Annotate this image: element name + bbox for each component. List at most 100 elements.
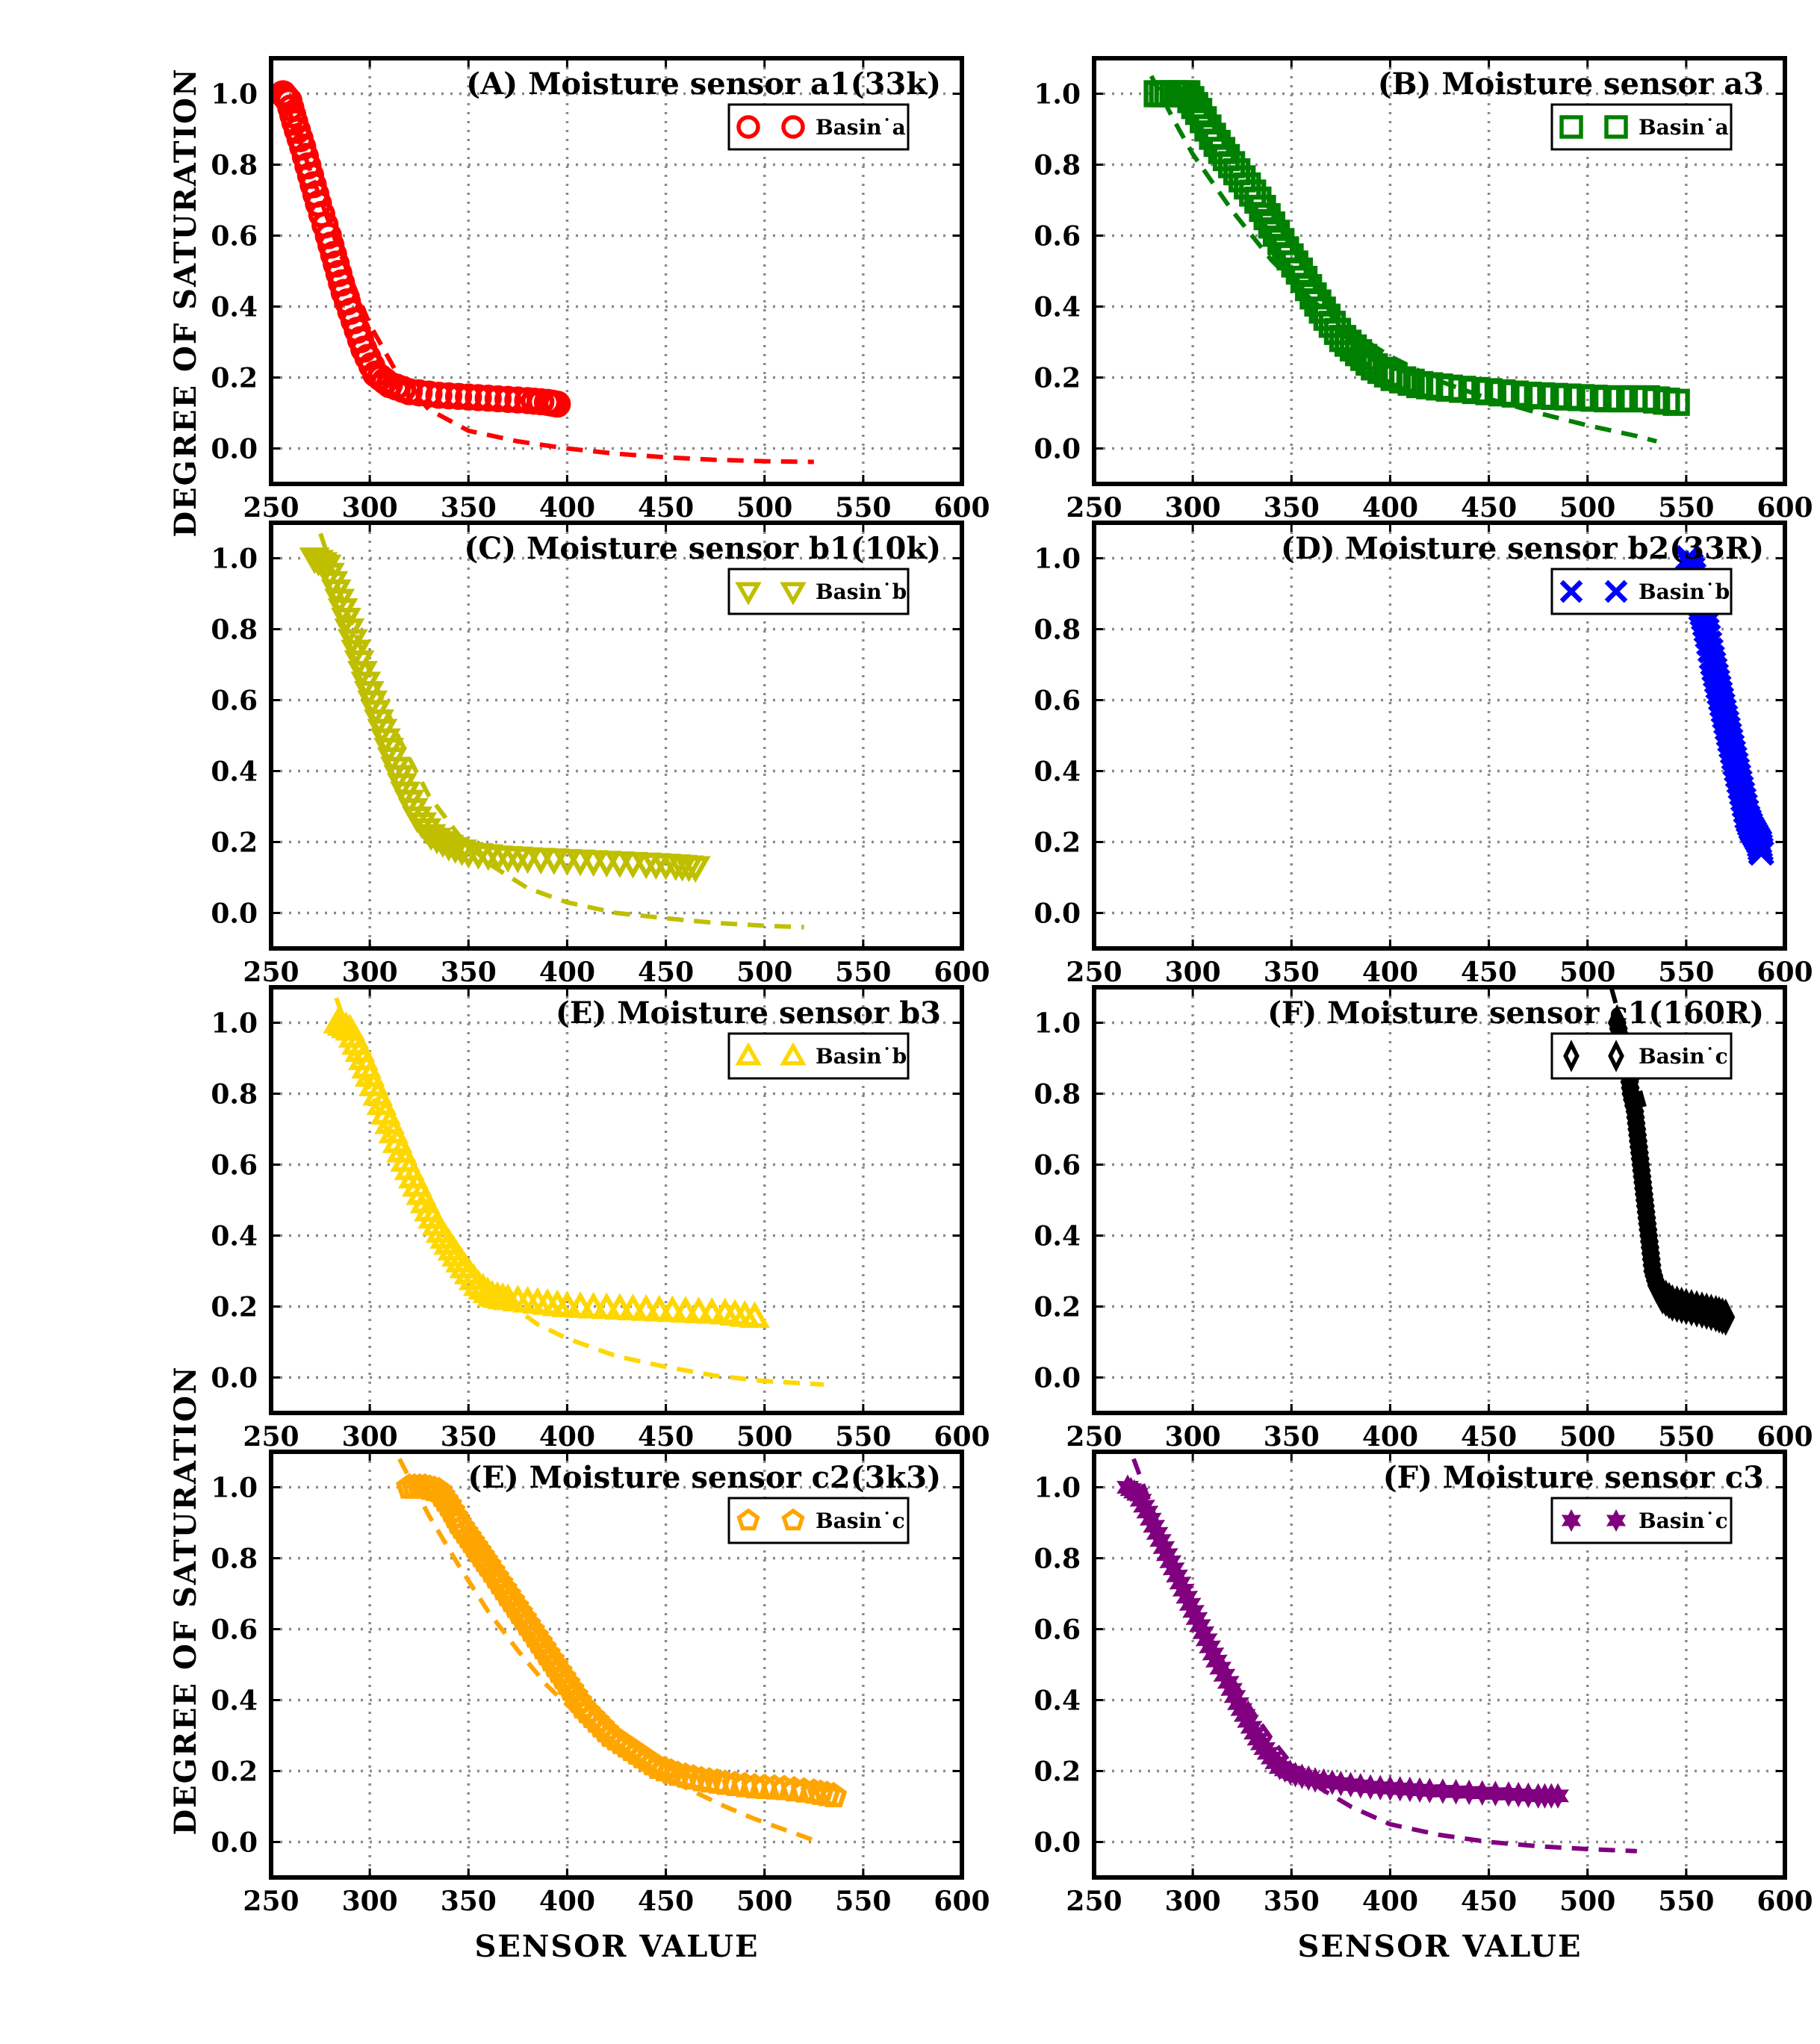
y-tick-label: 0.8 (1034, 150, 1081, 181)
x-tick-label: 250 (243, 1886, 299, 1917)
data-point (1677, 1287, 1696, 1326)
legend: Basin˙c (1550, 1032, 1733, 1080)
x-tick-label: 450 (638, 1886, 694, 1917)
x-tick-label: 300 (1165, 492, 1221, 524)
y-tick-label: 0.0 (1034, 1363, 1081, 1394)
y-tick-label: 0.0 (1034, 1827, 1081, 1859)
y-tick-label: 0.4 (211, 1221, 258, 1252)
axes-frame (1092, 56, 1787, 486)
legend-marker (1604, 115, 1628, 139)
x-tick-label: 300 (342, 957, 398, 988)
y-tick-label: 0.0 (211, 898, 258, 930)
x-tick-label: 500 (736, 1886, 792, 1917)
fit-curve (397, 1458, 815, 1842)
y-tick-label: 1.0 (211, 1473, 258, 1504)
subplot-title: (F) Moisture sensor c1(160R) (1267, 995, 1764, 1031)
data-point (544, 390, 571, 418)
x-tick-label: 350 (441, 1421, 497, 1453)
y-tick-label: 0.6 (1034, 221, 1081, 252)
x-tick-label: 600 (934, 1421, 990, 1453)
y-tick-label: 0.2 (1034, 363, 1081, 394)
y-tick-label: 0.0 (211, 1827, 258, 1859)
y-tick-label: 1.0 (1034, 1473, 1081, 1504)
x-tick-label: 500 (736, 957, 792, 988)
legend-marker (1561, 1509, 1582, 1532)
y-tick-label: 0.4 (1034, 292, 1081, 323)
subplot-title: (C) Moisture sensor b1(10k) (464, 531, 941, 566)
data-point (771, 1774, 798, 1801)
x-tick-label: 600 (934, 492, 990, 524)
x-tick-label: 450 (638, 957, 694, 988)
axes-frame (269, 521, 964, 951)
legend-label: Basin˙c (816, 1509, 905, 1533)
fit-curve (318, 532, 804, 930)
legend-marker (781, 1508, 805, 1531)
y-tick-label: 0.2 (211, 1292, 258, 1323)
x-tick-label: 600 (1757, 1886, 1813, 1917)
subplot-title: (F) Moisture sensor c3 (1383, 1460, 1764, 1495)
y-tick-label: 0.6 (211, 1615, 258, 1646)
legend-marker (736, 1508, 760, 1531)
data-point (780, 1775, 808, 1802)
legend-box (727, 568, 910, 615)
legend-label: Basin˙b (816, 580, 907, 604)
x-tick-label: 350 (441, 957, 497, 988)
y-tick-label: 0.2 (211, 363, 258, 394)
x-tick-label: 600 (1757, 957, 1813, 988)
x-tick-label: 300 (342, 492, 398, 524)
y-tick-label: 1.0 (1034, 1008, 1081, 1040)
legend: Basin˙b (727, 1032, 910, 1080)
plot-area (1116, 1458, 1637, 1854)
data-point (1389, 366, 1417, 394)
y-axis-label-bottom: DEGREE OF SATURATION (168, 1365, 203, 1835)
x-tick-label: 400 (1362, 1421, 1418, 1453)
y-tick-label: 0.2 (211, 827, 258, 859)
data-point (1712, 1297, 1732, 1335)
x-axis-label-left: SENSOR VALUE (474, 1929, 759, 1964)
x-tick-label: 500 (1559, 1886, 1615, 1917)
y-tick-label: 1.0 (1034, 544, 1081, 575)
legend-label: Basin˙a (816, 115, 906, 140)
x-tick-label: 600 (934, 1886, 990, 1917)
subplot-1: 250 300 350 400 450 500 550 600 0.0 0.2 0.4 0.6 0.8 1… (211, 56, 990, 524)
x-tick-label: 500 (1559, 492, 1615, 524)
legend-box (1550, 1032, 1733, 1080)
legend-marker (1604, 580, 1628, 603)
fit-curve (1131, 1458, 1637, 1854)
legend: Basin˙a (1550, 103, 1733, 151)
y-tick-label: 0.4 (211, 292, 258, 323)
data-point (435, 382, 463, 410)
data-point (406, 379, 433, 407)
y-tick-label: 0.0 (1034, 898, 1081, 930)
axes-frame (1092, 1450, 1787, 1880)
x-tick-label: 550 (835, 1886, 891, 1917)
legend-box (1550, 568, 1733, 615)
x-tick-label: 300 (1165, 1421, 1221, 1453)
subplot-grid: 250 300 350 400 450 500 550 600 0.0 0.2 0.4 0.6 0.8 1… (211, 56, 1813, 1917)
y-tick-label: 0.2 (1034, 1292, 1081, 1323)
plot-area (299, 532, 804, 930)
subplot-3: 250 300 350 400 450 500 550 600 0.0 0.2 0.4 0.6 0.8 1… (211, 521, 990, 988)
x-tick-label: 300 (1165, 1886, 1221, 1917)
x-tick-label: 250 (1066, 1886, 1122, 1917)
x-tick-label: 250 (243, 492, 299, 524)
data-point (425, 382, 453, 409)
legend-marker (735, 582, 762, 606)
x-tick-label: 350 (1264, 1421, 1320, 1453)
y-tick-label: 0.8 (211, 150, 258, 181)
subplot-5: 250 300 350 400 450 500 550 600 0.0 0.2 0.4 0.6 0.8 1… (211, 985, 990, 1453)
x-tick-label: 350 (441, 1886, 497, 1917)
y-tick-label: 0.4 (211, 1686, 258, 1717)
y-tick-label: 0.4 (1034, 1221, 1081, 1252)
data-point (820, 1781, 848, 1808)
x-tick-label: 550 (1658, 1421, 1714, 1453)
subplot-title: (B) Moisture sensor a3 (1378, 66, 1764, 102)
fit-curve (334, 997, 824, 1387)
subplot-7: 250 300 350 400 450 500 550 600 0.0 0.2 0.4 0.6 0.8 1… (211, 1450, 990, 1917)
x-tick-label: 250 (1066, 957, 1122, 988)
x-tick-label: 350 (441, 492, 497, 524)
axes-frame (1092, 985, 1787, 1415)
subplot-title: (E) Moisture sensor c2(3k3) (468, 1460, 941, 1495)
y-tick-label: 0.6 (211, 1150, 258, 1181)
